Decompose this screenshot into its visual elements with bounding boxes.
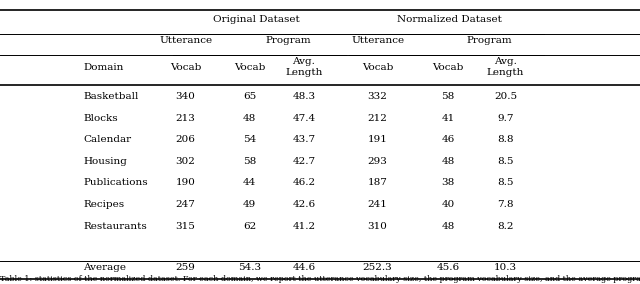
Text: 8.2: 8.2	[497, 222, 514, 231]
Text: 332: 332	[367, 92, 388, 101]
Text: Blocks: Blocks	[83, 114, 118, 123]
Text: 54.3: 54.3	[238, 263, 261, 272]
Text: 206: 206	[175, 135, 196, 144]
Text: 41: 41	[442, 114, 454, 123]
Text: 8.5: 8.5	[497, 157, 514, 166]
Text: 44.6: 44.6	[292, 263, 316, 272]
Text: Utterance: Utterance	[159, 36, 212, 45]
Text: 10.3: 10.3	[494, 263, 517, 272]
Text: Vocab: Vocab	[362, 62, 394, 72]
Text: 9.7: 9.7	[497, 114, 514, 123]
Text: 310: 310	[367, 222, 388, 231]
Text: Normalized Dataset: Normalized Dataset	[397, 15, 502, 24]
Text: 48: 48	[442, 222, 454, 231]
Text: 7.8: 7.8	[497, 200, 514, 209]
Text: 340: 340	[175, 92, 196, 101]
Text: 315: 315	[175, 222, 196, 231]
Text: Publications: Publications	[83, 178, 148, 187]
Text: 48.3: 48.3	[292, 92, 316, 101]
Text: 252.3: 252.3	[363, 263, 392, 272]
Text: Domain: Domain	[83, 62, 124, 72]
Text: 259: 259	[175, 263, 196, 272]
Text: 42.6: 42.6	[292, 200, 316, 209]
Text: 49: 49	[243, 200, 256, 209]
Text: 8.8: 8.8	[497, 135, 514, 144]
Text: Vocab: Vocab	[432, 62, 464, 72]
Text: 241: 241	[367, 200, 388, 209]
Text: 191: 191	[367, 135, 388, 144]
Text: 38: 38	[442, 178, 454, 187]
Text: 46.2: 46.2	[292, 178, 316, 187]
Text: Table 1: statistics of the normalized dataset. For each domain, we report the ut: Table 1: statistics of the normalized da…	[0, 275, 640, 283]
Text: 47.4: 47.4	[292, 114, 316, 123]
Text: Housing: Housing	[83, 157, 127, 166]
Text: Avg.
Length: Avg. Length	[487, 57, 524, 77]
Text: 190: 190	[175, 178, 196, 187]
Text: Program: Program	[467, 36, 513, 45]
Text: Recipes: Recipes	[83, 200, 124, 209]
Text: 42.7: 42.7	[292, 157, 316, 166]
Text: 45.6: 45.6	[436, 263, 460, 272]
Text: 54: 54	[243, 135, 256, 144]
Text: 302: 302	[175, 157, 196, 166]
Text: Average: Average	[83, 263, 126, 272]
Text: 293: 293	[367, 157, 388, 166]
Text: Program: Program	[265, 36, 311, 45]
Text: Avg.
Length: Avg. Length	[285, 57, 323, 77]
Text: 58: 58	[442, 92, 454, 101]
Text: Calendar: Calendar	[83, 135, 131, 144]
Text: 62: 62	[243, 222, 256, 231]
Text: Utterance: Utterance	[351, 36, 404, 45]
Text: 187: 187	[367, 178, 388, 187]
Text: Vocab: Vocab	[234, 62, 266, 72]
Text: Basketball: Basketball	[83, 92, 139, 101]
Text: 58: 58	[243, 157, 256, 166]
Text: 46: 46	[442, 135, 454, 144]
Text: 43.7: 43.7	[292, 135, 316, 144]
Text: 212: 212	[367, 114, 388, 123]
Text: Restaurants: Restaurants	[83, 222, 147, 231]
Text: Vocab: Vocab	[170, 62, 202, 72]
Text: 48: 48	[243, 114, 256, 123]
Text: 48: 48	[442, 157, 454, 166]
Text: 20.5: 20.5	[494, 92, 517, 101]
Text: Original Dataset: Original Dataset	[212, 15, 300, 24]
Text: 8.5: 8.5	[497, 178, 514, 187]
Text: 213: 213	[175, 114, 196, 123]
Text: 41.2: 41.2	[292, 222, 316, 231]
Text: 65: 65	[243, 92, 256, 101]
Text: 247: 247	[175, 200, 196, 209]
Text: 40: 40	[442, 200, 454, 209]
Text: 44: 44	[243, 178, 256, 187]
